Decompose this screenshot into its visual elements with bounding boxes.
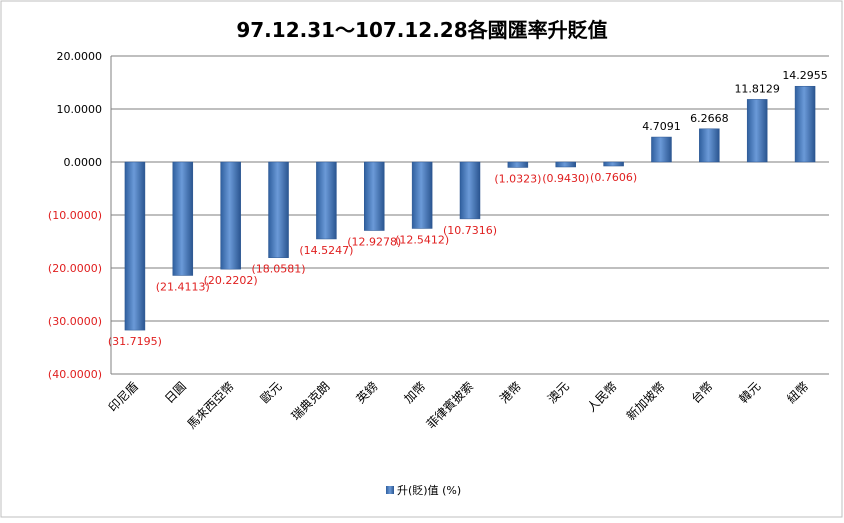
- bar: [794, 85, 816, 163]
- data-label: (12.5412): [395, 233, 449, 246]
- bar: [316, 161, 337, 240]
- y-tick-label: (40.0000): [48, 368, 102, 381]
- bar: [507, 161, 529, 168]
- y-axis-tick-labels: 20.0000 10.0000 0.0000 (10.0000) (20.0000) (3…: [48, 50, 102, 381]
- bar: [459, 161, 481, 220]
- bar: [651, 136, 672, 163]
- data-label: 6.2668: [690, 112, 729, 125]
- data-labels: (31.7195) (21.4113)(20.2202)(18.0581) (14.…: [108, 69, 828, 348]
- data-label: (14.5247): [299, 244, 353, 257]
- y-tick-label: (20.0000): [48, 262, 102, 275]
- legend-swatch: [386, 486, 394, 494]
- data-label: 11.8129: [734, 82, 780, 95]
- bar: [411, 161, 433, 229]
- y-tick-label: 10.0000: [57, 103, 103, 116]
- y-tick-label: (30.0000): [48, 315, 102, 328]
- data-label: 4.7091: [642, 120, 681, 133]
- y-tick-label: 20.0000: [57, 50, 103, 63]
- bar: [364, 161, 385, 231]
- data-label: (18.0581): [251, 263, 305, 276]
- bar: [172, 161, 194, 276]
- legend: 升(貶)值 (%): [386, 484, 461, 497]
- data-label: (0.9430): [542, 172, 589, 185]
- data-label: (12.9278): [347, 236, 401, 249]
- bar: [699, 128, 720, 163]
- bar: [603, 161, 624, 167]
- data-label: (1.0323): [494, 172, 541, 185]
- bar: [268, 161, 289, 258]
- data-label: 14.2955: [782, 69, 828, 82]
- chart-title: 97.12.31～107.12.28各國匯率升貶值: [236, 18, 607, 42]
- bars: [124, 85, 816, 331]
- data-label: (21.4113): [156, 280, 210, 293]
- bar: [220, 161, 241, 270]
- bar: [124, 161, 146, 331]
- data-label: (31.7195): [108, 335, 162, 348]
- y-tick-label: 0.0000: [64, 156, 103, 169]
- bar: [746, 99, 768, 163]
- legend-label: 升(貶)值 (%): [397, 484, 461, 497]
- bar: [555, 161, 576, 168]
- data-label: (0.7606): [590, 171, 637, 184]
- y-tick-label: (10.0000): [48, 209, 102, 222]
- data-label: (20.2202): [204, 274, 258, 287]
- data-label: (10.7316): [443, 224, 497, 237]
